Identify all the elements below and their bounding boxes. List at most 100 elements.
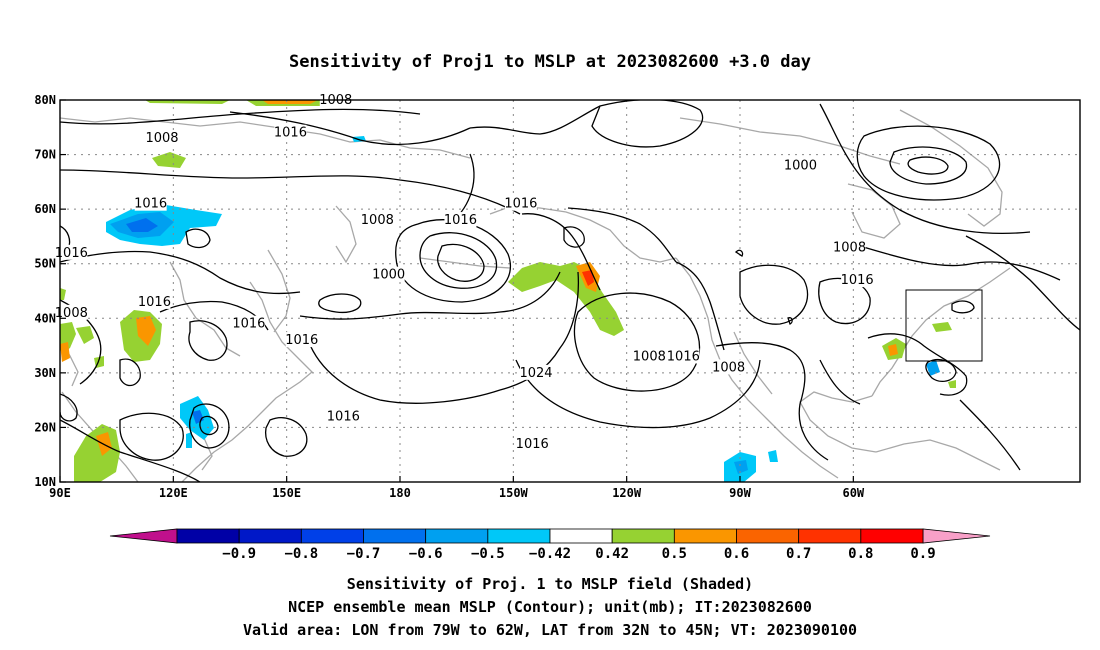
contour-label: 1016	[841, 273, 874, 288]
contour-line	[299, 271, 561, 320]
shade-region	[948, 380, 956, 388]
shade-region	[768, 450, 778, 462]
contour-line	[60, 419, 201, 482]
contour-line	[318, 293, 362, 314]
shade-region	[126, 218, 158, 232]
shade-region	[262, 100, 318, 104]
contour-line	[739, 264, 809, 325]
lon-tick-label: 90E	[49, 486, 71, 500]
colorbar-high-extension	[922, 528, 991, 544]
shade-region	[136, 316, 156, 346]
contour-label-bg	[55, 244, 88, 260]
shade-region	[76, 326, 94, 344]
contour-label: 1016	[232, 317, 265, 332]
contour-line	[199, 415, 219, 436]
contour-label: 1016	[667, 349, 700, 364]
colorbar-low-extension	[109, 528, 178, 544]
coastline-japan	[267, 249, 291, 333]
contour-label-bg	[784, 157, 817, 173]
coastline-greenland	[899, 109, 1003, 227]
colorbar-label: 0.6	[724, 546, 749, 562]
contour-line	[819, 359, 861, 405]
colorbar-label: 0.9	[910, 546, 935, 562]
captions: Sensitivity of Proj. 1 to MSLP field (Sh…	[243, 575, 857, 639]
colorbar-label: 0.7	[786, 546, 811, 562]
contour-label-bg	[285, 332, 318, 348]
contour-line	[734, 249, 744, 257]
colorbar-swatch	[611, 528, 675, 544]
contour-label-bg	[361, 212, 394, 228]
lat-ticks: 80N 70N 60N 50N 40N 30N 20N 10N	[34, 93, 66, 489]
contour-line	[60, 108, 421, 125]
figure-title: Sensitivity of Proj1 to MSLP at 20230826…	[289, 52, 811, 72]
contour-line	[951, 300, 975, 314]
coastline-east-asia	[181, 281, 313, 482]
lon-ticks: 90E 120E 150E 180 150W 120W 90W 60W	[49, 476, 865, 500]
contour-label-bg	[232, 315, 265, 331]
contour-label-bg	[138, 293, 171, 309]
contour-label-bg	[833, 239, 866, 255]
map-grid	[60, 100, 1080, 482]
contour-label: 1016	[134, 197, 167, 212]
contour-label-bg	[146, 130, 178, 146]
lat-tick-label: 50N	[34, 257, 56, 271]
contour-label-bg	[712, 359, 745, 375]
coastline-north-america-west	[675, 257, 839, 479]
lon-tick-label: 150E	[272, 486, 301, 500]
contour-line	[395, 219, 511, 303]
contour-label-bg	[55, 304, 88, 320]
contour-label: 1000	[784, 158, 817, 173]
lat-tick-label: 30N	[34, 366, 56, 380]
colorbar-label: −0.9	[222, 546, 256, 562]
caption-line-1: Sensitivity of Proj. 1 to MSLP field (Sh…	[347, 575, 753, 593]
contour-line	[859, 245, 1061, 281]
contour-label: 1016	[55, 246, 88, 261]
map-frame	[59, 99, 1081, 483]
colorbar-label: −0.8	[284, 546, 318, 562]
lat-tick-label: 60N	[34, 202, 56, 216]
contour-label: 1008	[633, 349, 666, 364]
contour-label: 1016	[138, 295, 171, 310]
colorbar-swatch	[300, 528, 364, 544]
lon-tick-label: 60W	[842, 486, 864, 500]
contour-label: 1024	[519, 366, 552, 381]
contour-label: 1008	[712, 360, 745, 375]
shade-region	[60, 342, 70, 362]
shade-region	[888, 344, 898, 356]
colorbar: −0.9 −0.8 −0.7 −0.6 −0.5 −0.42 0.42 0.5 0.6 0.7 0.…	[109, 528, 991, 562]
contour-label-bg	[841, 272, 874, 288]
colorbar-swatch	[798, 528, 862, 544]
colorbar-swatch	[860, 528, 924, 544]
valid-area-box	[905, 289, 983, 362]
contour-line	[715, 342, 829, 461]
caption-line-2: NCEP ensemble mean MSLP (Contour); unit(…	[288, 598, 812, 616]
contour-line	[675, 261, 725, 351]
contour-label: 1016	[516, 437, 549, 452]
contour-line	[119, 412, 184, 461]
contour-label: 1008	[145, 131, 178, 146]
contour-line	[437, 243, 485, 282]
lon-tick-label: 90W	[729, 486, 751, 500]
contour-label-bg	[327, 408, 360, 424]
contour-label: 1016	[285, 333, 318, 348]
contour-label: 1008	[55, 306, 88, 321]
colorbar-swatch	[238, 528, 302, 544]
shade-region	[152, 152, 186, 168]
colorbar-label: 0.8	[848, 546, 873, 562]
coastline-kamchatka	[335, 205, 357, 264]
lon-tick-label: 120E	[159, 486, 188, 500]
contour-line	[591, 100, 704, 148]
shade-region	[932, 322, 952, 332]
contour-label-bg	[633, 348, 666, 364]
caption-line-3: Valid area: LON from 79W to 62W, LAT fro…	[243, 621, 857, 639]
coastline-aleutians	[419, 257, 511, 269]
contour-label: 1000	[372, 268, 405, 283]
contour-line	[185, 228, 211, 249]
lat-tick-label: 70N	[34, 148, 56, 162]
coastline-canada-arctic	[679, 117, 901, 165]
contour-line	[119, 358, 141, 387]
contour-line	[189, 403, 230, 449]
